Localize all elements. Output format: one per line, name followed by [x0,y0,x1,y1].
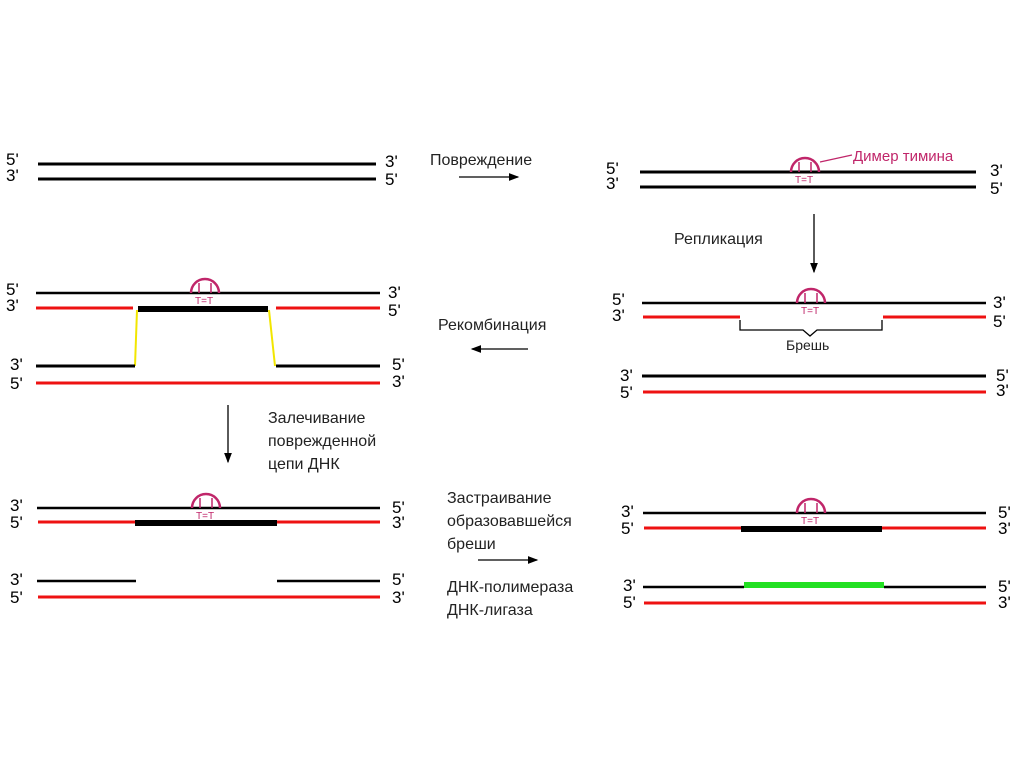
end-label: 3' [996,381,1009,400]
panel-recombination: T=T 5' 3' 3' 5' 3' 5' 5' 3' [6,277,405,393]
panel-repaired: T=T 3' 5' 5' 3' 3' 5' 5' 3' [621,497,1011,612]
crossover-left [134,309,138,367]
end-label: 3' [998,519,1011,538]
end-label: 3' [392,588,405,607]
end-label: 3' [623,576,636,595]
end-label: 3' [388,283,401,302]
annotation-leader [819,154,853,163]
end-label: 5' [392,355,405,374]
step-label-gap-filling: Застраивание [447,490,552,507]
end-label: 5' [6,280,19,299]
step-label-replication: Репликация [674,231,763,248]
thymine-dimer-icon: T=T [795,287,827,317]
dimer-label: T=T [196,511,214,522]
thymine-dimer-icon: T=T [789,156,821,186]
end-label: 3' [10,355,23,374]
end-label: 3' [990,161,1003,180]
panel-intact-dna: 5' 3' 3' 5' [6,150,398,189]
step-label-recombination: Рекомбинация [438,317,546,334]
end-label: 5' [392,570,405,589]
gap-bracket [739,320,883,337]
end-label: 3' [392,513,405,532]
dimer-label: T=T [801,306,819,317]
end-label: 5' [998,577,1011,596]
end-label: 5' [612,290,625,309]
end-label: 5' [996,366,1009,385]
end-label: 3' [612,306,625,325]
end-label: 3' [993,293,1006,312]
enzyme-label: ДНК-полимераза [447,579,573,596]
gap-annotation: Брешь [786,337,829,353]
end-label: 3' [620,366,633,385]
end-label: 3' [998,593,1011,612]
step-label-healing: Залечивание [268,410,366,427]
end-label: 3' [10,570,23,589]
step-label-damage: Повреждение [430,152,532,169]
end-label: 5' [6,150,19,169]
end-label: 3' [6,296,19,315]
end-label: 5' [990,179,1003,198]
end-label: 5' [10,513,23,532]
dimer-label: T=T [801,516,819,527]
end-label: 5' [623,593,636,612]
end-label: 5' [10,374,23,393]
dimer-label: T=T [795,175,813,186]
end-label: 5' [606,159,619,178]
end-label: 5' [620,383,633,402]
end-label: 3' [385,152,398,171]
crossover-right [268,309,276,367]
end-label: 3' [392,372,405,391]
thymine-dimer-icon: T=T [190,492,222,522]
panel-healed: T=T 3' 5' 5' 3' 3' 5' 5' 3' [10,492,405,607]
end-label: 5' [621,519,634,538]
step-label-healing: поврежденной [268,433,376,450]
end-label: 3' [621,502,634,521]
end-label: 5' [385,170,398,189]
end-label: 5' [392,498,405,517]
end-label: 5' [993,312,1006,331]
end-label: 5' [998,503,1011,522]
step-label-gap-filling: образовавшейся [447,513,572,530]
end-label: 5' [10,588,23,607]
end-label: 3' [10,496,23,515]
end-label: 5' [388,301,401,320]
dimer-label: T=T [195,296,213,307]
step-label-gap-filling: бреши [447,536,496,553]
thymine-dimer-icon: T=T [189,277,221,307]
step-label-healing: цепи ДНК [268,456,340,473]
panel-replicated-gap: T=T Брешь 5' 3' 3' 5' 3' 5' 5' 3' [612,287,1009,402]
end-label: 3' [606,174,619,193]
panel-damaged-dna: 5' 3' 3' 5' T=T Димер тимина [606,148,1003,198]
enzyme-label: ДНК-лигаза [447,602,533,619]
thymine-dimer-annotation: Димер тимина [853,148,954,165]
thymine-dimer-icon: T=T [795,497,827,527]
end-label: 3' [6,166,19,185]
